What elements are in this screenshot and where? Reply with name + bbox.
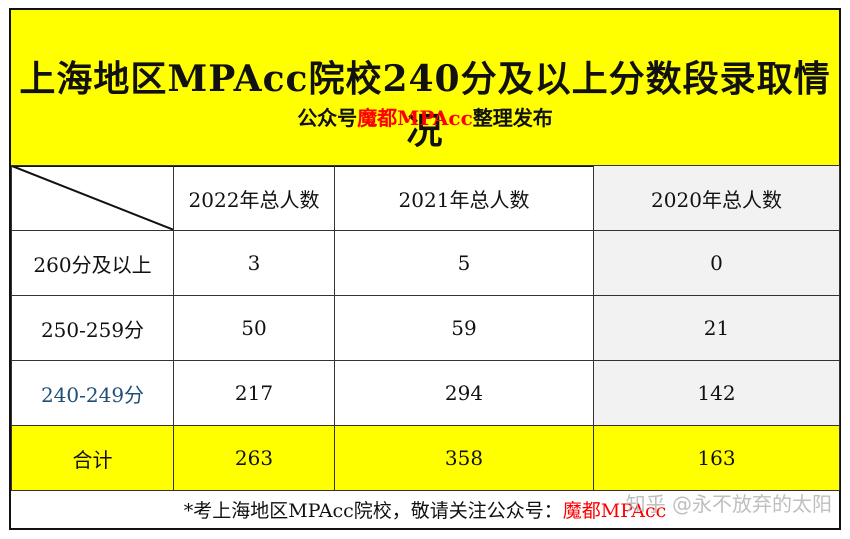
- subtitle-prefix: 公众号: [297, 106, 358, 130]
- table-cell: 294: [334, 360, 594, 426]
- table-row: 260分及以上 3 5 0: [11, 230, 840, 296]
- column-header: 2022年总人数: [173, 165, 335, 231]
- total-row: 合计 263 358 163: [11, 425, 840, 491]
- footer-highlight: 魔都MPAcc: [562, 500, 667, 522]
- table-frame: 上海地区MPAcc院校240分及以上分数段录取情况 公众号魔都MPAcc整理发布…: [9, 8, 841, 530]
- table-cell: 5: [334, 230, 594, 296]
- footer-text: *考上海地区MPAcc院校，敬请关注公众号：: [183, 500, 563, 522]
- footer-note: *考上海地区MPAcc院校，敬请关注公众号：魔都MPAcc: [11, 495, 839, 528]
- table-row: 240-249分 217 294 142: [11, 360, 840, 426]
- page-subtitle: 公众号魔都MPAcc整理发布: [11, 102, 839, 131]
- row-label: 250-259分: [11, 295, 174, 361]
- table-cell: 50: [173, 295, 335, 361]
- table-cell: 142: [593, 360, 840, 426]
- diagonal-line: [12, 166, 173, 230]
- table-cell: 358: [334, 425, 594, 491]
- table-cell: 263: [173, 425, 335, 491]
- column-header: 2020年总人数: [593, 165, 840, 231]
- watermark: 知乎 @永不放弃的太阳: [625, 492, 832, 516]
- subtitle-highlight: 魔都MPAcc: [357, 106, 473, 130]
- table-cell: 21: [593, 295, 840, 361]
- table-cell: 217: [173, 360, 335, 426]
- table-row: 250-259分 50 59 21: [11, 295, 840, 361]
- table-header-row: 2022年总人数 2021年总人数 2020年总人数: [11, 165, 840, 231]
- table-cell: 0: [593, 230, 840, 296]
- row-label: 260分及以上: [11, 230, 174, 296]
- page-title: 上海地区MPAcc院校240分及以上分数段录取情况: [19, 58, 831, 152]
- column-header: 2021年总人数: [334, 165, 594, 231]
- corner-cell: [11, 165, 174, 231]
- table-cell: 3: [173, 230, 335, 296]
- table-cell: 59: [334, 295, 594, 361]
- table-cell: 163: [593, 425, 840, 491]
- score-table: 2022年总人数 2021年总人数 2020年总人数 260分及以上 3 5 0…: [11, 165, 840, 491]
- row-label: 合计: [11, 425, 174, 491]
- subtitle-suffix: 整理发布: [472, 106, 553, 130]
- row-label: 240-249分: [11, 360, 174, 426]
- header-banner: 上海地区MPAcc院校240分及以上分数段录取情况 公众号魔都MPAcc整理发布: [11, 10, 839, 167]
